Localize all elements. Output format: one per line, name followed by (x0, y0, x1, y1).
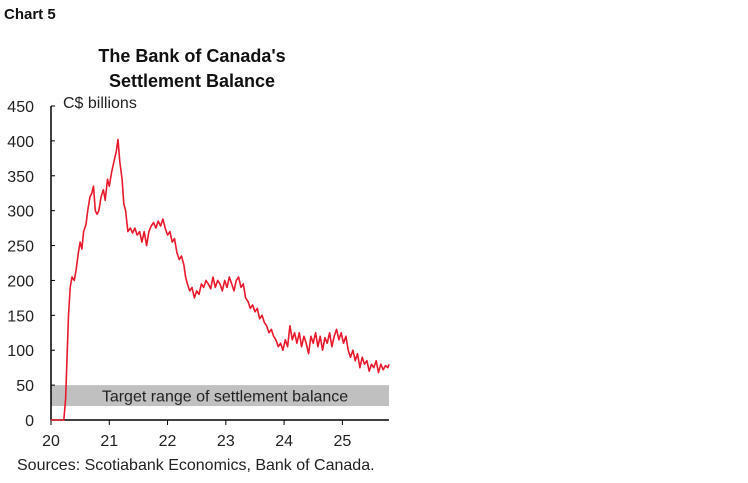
target-range-band (51, 385, 389, 407)
y-tick-label: 250 (7, 239, 34, 256)
chart-title-line-1: The Bank of Canada's (98, 46, 285, 66)
x-tick-label: 24 (275, 433, 293, 450)
target-range-label: Target range of settlement balance (102, 389, 348, 406)
x-tick-label: 25 (333, 433, 351, 450)
y-tick-label: 50 (16, 378, 34, 395)
y-tick-label: 150 (7, 308, 34, 325)
y-axis-unit-label: C$ billions (63, 95, 137, 112)
y-tick-label: 350 (7, 169, 34, 186)
y-tick-label: 450 (7, 99, 34, 116)
settlement-balance-line (51, 138, 390, 421)
y-tick-label: 400 (7, 134, 34, 151)
y-tick-label: 100 (7, 343, 34, 360)
chart-title-line-2: Settlement Balance (109, 71, 275, 91)
y-tick-label: 200 (7, 273, 34, 290)
source-note: Sources: Scotiabank Economics, Bank of C… (17, 457, 375, 474)
x-tick-label: 22 (159, 433, 177, 450)
y-tick-label: 0 (25, 413, 34, 430)
x-axis-ticks: 20 21 22 23 24 25 (42, 420, 351, 450)
x-tick-label: 20 (42, 433, 60, 450)
y-tick-label: 300 (7, 204, 34, 221)
x-tick-label: 21 (100, 433, 118, 450)
y-axis-ticks: 0 50 100 150 200 250 300 350 400 450 (7, 99, 55, 430)
x-tick-label: 23 (217, 433, 235, 450)
chart-number: Chart 5 (4, 6, 56, 23)
